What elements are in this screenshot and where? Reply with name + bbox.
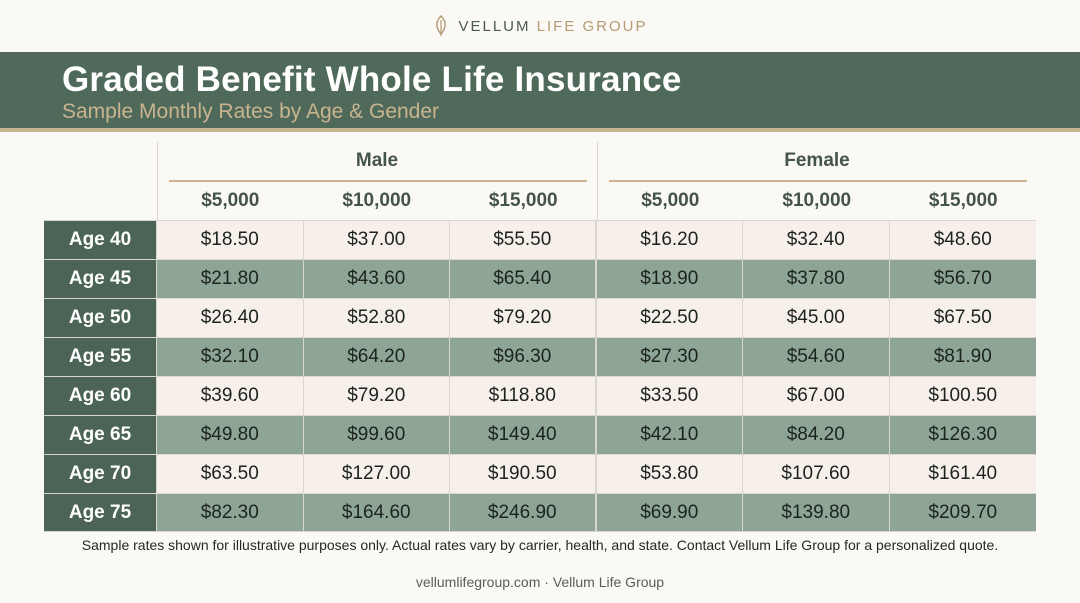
row-label: Age 40 — [44, 221, 157, 259]
column-header: $15,000 — [488, 190, 558, 211]
table-cell: $96.30 — [450, 338, 597, 376]
table-cell: $64.20 — [304, 338, 450, 376]
table-cell: $21.80 — [157, 260, 304, 298]
table-cell: $39.60 — [157, 377, 304, 415]
table-cell: $49.80 — [157, 416, 304, 454]
table-cell: $67.50 — [933, 307, 992, 328]
table-cell: $32.40 — [743, 221, 890, 259]
brand-header: VELLUM LIFE GROUP — [0, 12, 1080, 40]
table-cell: $42.10 — [597, 416, 743, 454]
table-cell: $99.60 — [304, 416, 450, 454]
brand-name: VELLUM LIFE GROUP — [458, 18, 647, 35]
table-cell: $69.90 — [597, 494, 743, 531]
group-rule-male — [169, 180, 587, 182]
footer-text: vellumlifegroup.com · Vellum Life Group — [415, 574, 665, 590]
table-cell: $82.30 — [157, 494, 304, 531]
table-row: Age 55 $32.10 $64.20 $96.30 $27.30 $54.6… — [44, 337, 1036, 376]
row-label: Age 50 — [44, 299, 157, 337]
table-cell: $126.30 — [928, 424, 998, 445]
row-label: Age 75 — [44, 494, 157, 531]
table-cell: $67.00 — [743, 377, 890, 415]
leaf-icon — [436, 15, 447, 36]
column-header: $10,000 — [342, 190, 412, 211]
table-cell: $107.60 — [743, 455, 890, 493]
table-cell: $54.60 — [743, 338, 890, 376]
table-cell: $52.80 — [304, 299, 450, 337]
table-cell: $149.40 — [450, 416, 597, 454]
table-cell: $32.10 — [157, 338, 304, 376]
table-cell: $127.00 — [304, 455, 450, 493]
table-row: Age 45 $21.80 $43.60 $65.40 $18.90 $37.8… — [44, 259, 1036, 298]
table-row: Age 60 $39.60 $79.20 $118.80 $33.50 $67.… — [44, 376, 1036, 415]
table-cell: $161.40 — [928, 463, 998, 484]
table-cell: $55.50 — [450, 221, 597, 259]
table-row: Age 50 $26.40 $52.80 $79.20 $22.50 $45.0… — [44, 298, 1036, 337]
row-label: Age 45 — [44, 260, 157, 298]
table-cell: $209.70 — [928, 501, 998, 523]
table-cell: $246.90 — [450, 494, 597, 531]
row-label: Age 55 — [44, 338, 157, 376]
table-cell: $18.50 — [157, 221, 304, 259]
title-banner: Graded Benefit Whole Life Insurance Samp… — [0, 52, 1080, 132]
table-cell: $16.20 — [597, 221, 743, 259]
column-header: $5,000 — [641, 190, 700, 211]
table-cell: $45.00 — [743, 299, 890, 337]
page-title: Graded Benefit Whole Life Insurance — [62, 60, 682, 99]
group-header-male: Male — [355, 150, 399, 171]
group-rule-female — [609, 180, 1027, 182]
table-cell: $37.00 — [304, 221, 450, 259]
rates-table: Age 40 $18.50 $37.00 $55.50 $16.20 $32.4… — [44, 220, 1036, 532]
table-cell: $164.60 — [304, 494, 450, 531]
row-label: Age 70 — [44, 455, 157, 493]
disclaimer-text: Sample rates shown for illustrative purp… — [81, 537, 999, 553]
brand-name-accent: LIFE GROUP — [536, 17, 648, 35]
table-cell: $79.20 — [450, 299, 597, 337]
table-cell: $37.80 — [743, 260, 890, 298]
column-header: $10,000 — [782, 190, 852, 211]
table-row: Age 70 $63.50 $127.00 $190.50 $53.80 $10… — [44, 454, 1036, 493]
row-label: Age 65 — [44, 416, 157, 454]
table-cell: $56.70 — [933, 268, 992, 289]
table-cell: $84.20 — [743, 416, 890, 454]
table-cell: $27.30 — [597, 338, 743, 376]
table-cell: $33.50 — [597, 377, 743, 415]
table-cell: $81.90 — [933, 346, 992, 367]
column-header: $5,000 — [201, 190, 260, 211]
group-header-female: Female — [784, 150, 850, 171]
table-cell: $190.50 — [450, 455, 597, 493]
table-cell: $18.90 — [597, 260, 743, 298]
table-cell: $139.80 — [743, 494, 890, 531]
page-subtitle: Sample Monthly Rates by Age & Gender — [62, 100, 440, 123]
table-row: Age 65 $49.80 $99.60 $149.40 $42.10 $84.… — [44, 415, 1036, 454]
table-row: Age 40 $18.50 $37.00 $55.50 $16.20 $32.4… — [44, 220, 1036, 259]
table-cell: $79.20 — [304, 377, 450, 415]
table-cell: $26.40 — [157, 299, 304, 337]
table-cell: $22.50 — [597, 299, 743, 337]
row-label: Age 60 — [44, 377, 157, 415]
table-row: Age 75 $82.30 $164.60 $246.90 $69.90 $13… — [44, 493, 1036, 532]
table-cell: $63.50 — [157, 455, 304, 493]
table-cell: $43.60 — [304, 260, 450, 298]
table-cell: $53.80 — [597, 455, 743, 493]
table-cell: $48.60 — [933, 229, 992, 250]
table-cell: $100.50 — [928, 385, 998, 406]
table-cell: $65.40 — [450, 260, 597, 298]
table-cell: $118.80 — [450, 377, 597, 415]
column-header: $15,000 — [928, 190, 998, 211]
brand-name-primary: VELLUM — [458, 17, 531, 35]
